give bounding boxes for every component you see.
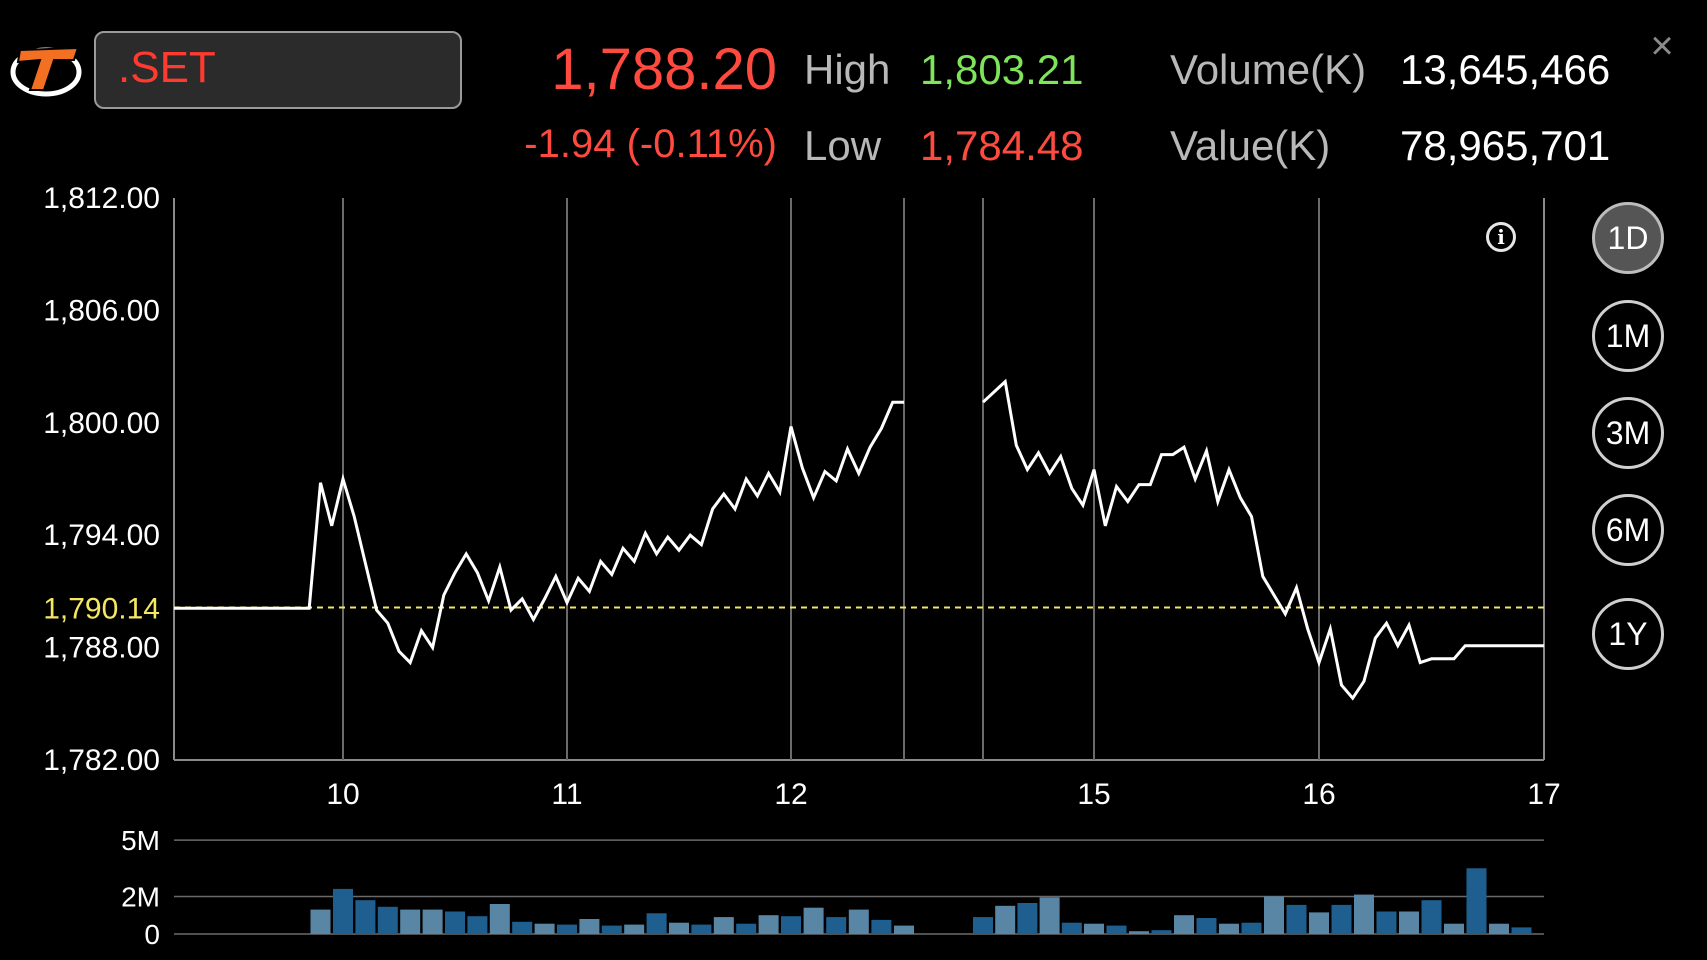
volume-bar (1039, 897, 1060, 934)
volume-bar (624, 924, 645, 934)
volume-bar (422, 909, 443, 934)
volume-bar (1511, 927, 1532, 934)
y-tick-label: 1,812.00 (43, 182, 160, 215)
prior-close-label: 1,790.14 (43, 593, 160, 626)
y-tick-label: 1,794.00 (43, 519, 160, 552)
value-label: Value(K) (1170, 122, 1331, 169)
volume-bar (489, 904, 510, 934)
volume-bar (467, 916, 488, 934)
x-tick-label: 10 (326, 778, 359, 811)
volume-label: Volume(K) (1170, 46, 1367, 93)
volume-bar (512, 921, 533, 934)
period-button-1y[interactable]: 1Y (1592, 598, 1664, 670)
high-label: High (804, 46, 891, 93)
info-icon[interactable]: i (1486, 222, 1516, 252)
volume-bar (1219, 923, 1239, 934)
volume-bar (803, 907, 824, 934)
volume-bar (1151, 930, 1172, 934)
volume-bar (713, 917, 734, 934)
period-button-1m[interactable]: 1M (1592, 300, 1664, 372)
volume-bar (1084, 923, 1104, 934)
x-tick-label: 11 (551, 778, 582, 811)
x-tick-label: 16 (1302, 778, 1335, 811)
volume-bar (973, 917, 993, 934)
y-tick-label: 1,800.00 (43, 407, 160, 440)
x-tick-label: 17 (1527, 778, 1560, 811)
volume-bar (400, 909, 421, 934)
value-value: 78,965,701 (1400, 122, 1611, 169)
x-tick-label: 12 (774, 778, 807, 811)
high-value: 1,803.21 (920, 46, 1084, 93)
volume-bar (355, 900, 376, 934)
volume-bar (1286, 904, 1307, 934)
low-label: Low (804, 122, 882, 169)
volume-bar (1241, 922, 1262, 934)
volume-bar (534, 923, 555, 934)
volume-bar (646, 913, 667, 934)
volume-bar (781, 916, 801, 934)
volume-bar (1106, 925, 1127, 934)
brand-logo-icon (10, 40, 84, 100)
y-tick-label: 1,806.00 (43, 294, 160, 327)
volume-bar (669, 922, 689, 934)
volume-bar (1444, 923, 1464, 934)
volume-bar (736, 923, 757, 934)
volume-bar (1489, 923, 1509, 934)
volume-bar (557, 924, 577, 934)
volume-bar (894, 925, 914, 934)
low-value: 1,784.48 (920, 122, 1084, 169)
volume-tick-label: 2M (121, 881, 160, 912)
volume-bar (848, 909, 869, 934)
volume-bar (1264, 896, 1284, 934)
volume-bar (1466, 868, 1487, 934)
x-tick-label: 15 (1077, 778, 1110, 811)
price-line-segment (174, 400, 904, 666)
volume-bar (445, 911, 465, 934)
period-button-6m[interactable]: 6M (1592, 494, 1664, 566)
volume-bar (1061, 922, 1082, 934)
volume-bar (1399, 911, 1419, 934)
y-tick-label: 1,782.00 (43, 744, 160, 777)
volume-bar (579, 919, 600, 934)
volume-bar (1354, 894, 1374, 934)
volume-bar (601, 925, 622, 934)
symbol-search-field[interactable]: .SET (94, 31, 462, 109)
volume-tick-label: 0 (144, 919, 160, 950)
period-button-1d[interactable]: 1D (1592, 202, 1664, 274)
volume-bar (871, 919, 892, 934)
volume-bar (1421, 900, 1442, 934)
volume-bar (1174, 915, 1194, 934)
volume-bar (1196, 918, 1217, 934)
volume-bar (758, 915, 779, 934)
volume-bar (377, 906, 398, 934)
period-button-3m[interactable]: 3M (1592, 397, 1664, 469)
last-price: 1,788.20 (551, 37, 777, 102)
price-line-segment (981, 378, 1544, 701)
symbol-text: .SET (118, 43, 216, 92)
volume-bar (826, 917, 847, 934)
volume-bar (333, 888, 353, 934)
volume-bar (691, 924, 712, 934)
y-tick-label: 1,788.00 (43, 632, 160, 665)
volume-bar (1331, 904, 1352, 934)
price-change: -1.94 (-0.11%) (524, 122, 777, 166)
volume-bar (1129, 931, 1149, 934)
volume-bar (1309, 912, 1329, 934)
close-icon[interactable]: × (1650, 24, 1674, 68)
volume-tick-label: 5M (121, 825, 160, 856)
volume-bar (995, 905, 1016, 934)
volume-bar (1376, 911, 1397, 934)
volume-bar (1017, 903, 1038, 934)
volume-value: 13,645,466 (1400, 46, 1611, 93)
volume-bar (310, 909, 331, 934)
